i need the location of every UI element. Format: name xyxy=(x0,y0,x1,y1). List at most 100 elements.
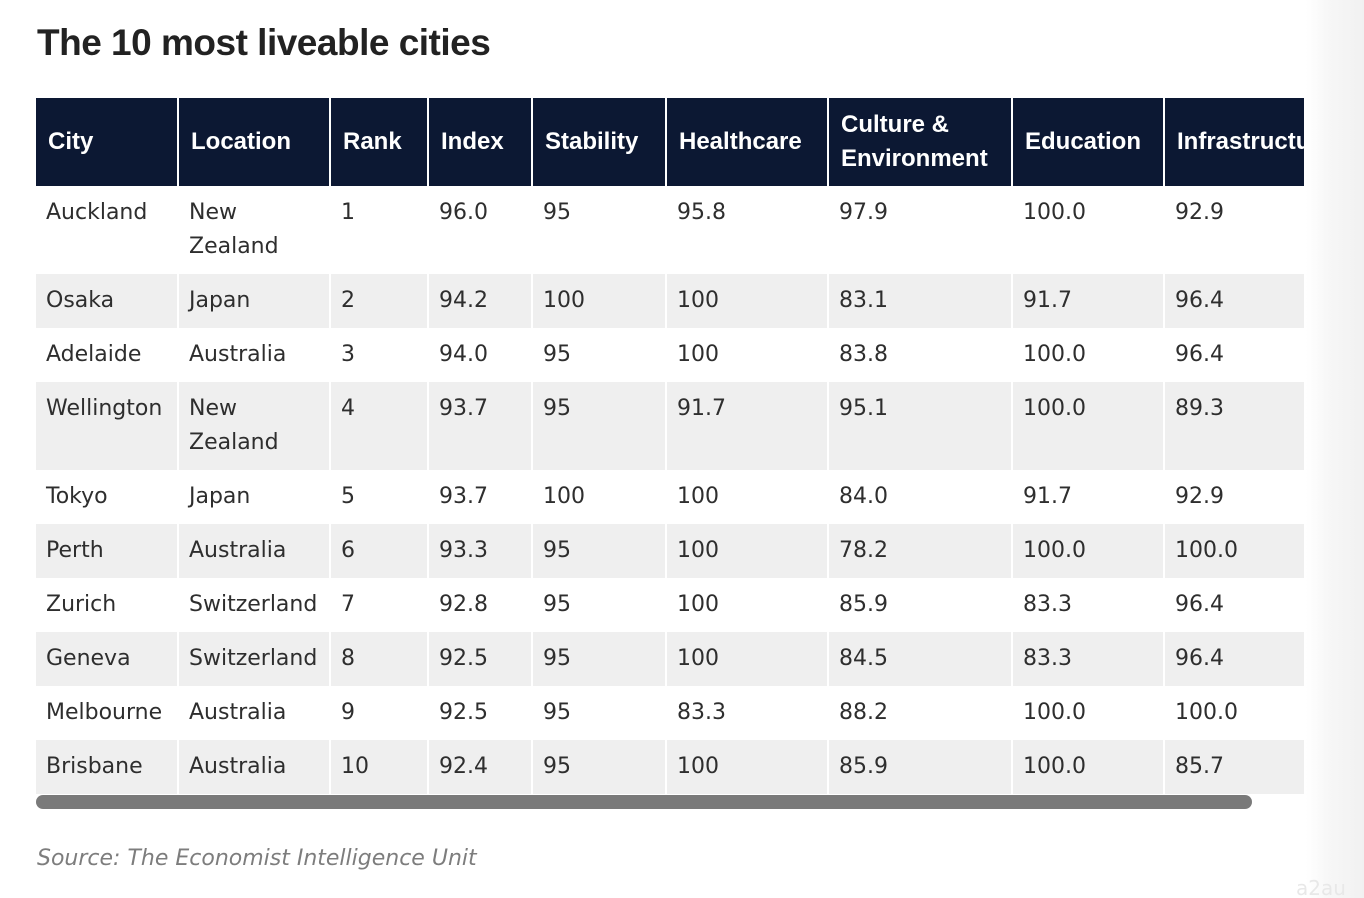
table-scroll-container[interactable]: City Location Rank Index Stability Healt… xyxy=(36,98,1304,794)
cell-healthcare: 100 xyxy=(665,470,828,524)
cell-culture-environment: 95.1 xyxy=(827,382,1012,470)
cell-city: Brisbane xyxy=(36,740,178,794)
column-header-infrastructure: Infrastructure xyxy=(1163,98,1304,186)
cell-stability: 100 xyxy=(531,274,666,328)
cell-city: Adelaide xyxy=(36,328,178,382)
cell-city: Wellington xyxy=(36,382,178,470)
cell-infrastructure: 85.7 xyxy=(1163,740,1304,794)
table-row: Geneva Switzerland 8 92.5 95 100 84.5 83.3 96.4 xyxy=(36,632,1304,686)
cell-rank: 10 xyxy=(329,740,428,794)
column-header-city: City xyxy=(36,98,178,186)
cell-location: Australia xyxy=(177,740,330,794)
cell-index: 96.0 xyxy=(427,186,532,274)
cell-location: New Zealand xyxy=(177,382,330,470)
cell-location: Japan xyxy=(177,470,330,524)
table-body: Auckland New Zealand 1 96.0 95 95.8 97.9 100.0 9… xyxy=(36,186,1304,794)
liveable-cities-table: City Location Rank Index Stability Healt… xyxy=(36,98,1304,794)
table-row: Zurich Switzerland 7 92.8 95 100 85.9 83.3 96.4 xyxy=(36,578,1304,632)
cell-education: 91.7 xyxy=(1011,470,1164,524)
cell-index: 92.5 xyxy=(427,632,532,686)
column-header-index: Index xyxy=(427,98,532,186)
cell-location: Australia xyxy=(177,524,330,578)
cell-healthcare: 95.8 xyxy=(665,186,828,274)
cell-healthcare: 83.3 xyxy=(665,686,828,740)
cell-healthcare: 100 xyxy=(665,328,828,382)
cell-culture-environment: 85.9 xyxy=(827,740,1012,794)
cell-city: Auckland xyxy=(36,186,178,274)
watermark: a2au xyxy=(1296,876,1346,898)
cell-rank: 8 xyxy=(329,632,428,686)
cell-index: 92.4 xyxy=(427,740,532,794)
cell-education: 100.0 xyxy=(1011,328,1164,382)
cell-stability: 95 xyxy=(531,632,666,686)
cell-healthcare: 100 xyxy=(665,632,828,686)
cell-index: 93.7 xyxy=(427,470,532,524)
cell-culture-environment: 78.2 xyxy=(827,524,1012,578)
cell-culture-environment: 85.9 xyxy=(827,578,1012,632)
cell-infrastructure: 96.4 xyxy=(1163,632,1304,686)
cell-culture-environment: 97.9 xyxy=(827,186,1012,274)
cell-infrastructure: 92.9 xyxy=(1163,186,1304,274)
cell-infrastructure: 96.4 xyxy=(1163,274,1304,328)
cell-location: Japan xyxy=(177,274,330,328)
cell-index: 93.7 xyxy=(427,382,532,470)
cell-healthcare: 91.7 xyxy=(665,382,828,470)
cell-rank: 5 xyxy=(329,470,428,524)
column-header-culture-environment: Culture & Environment xyxy=(827,98,1012,186)
table-row: Wellington New Zealand 4 93.7 95 91.7 95.1 100.… xyxy=(36,382,1304,470)
column-header-rank: Rank xyxy=(329,98,428,186)
page-title: The 10 most liveable cities xyxy=(37,22,491,63)
cell-culture-environment: 88.2 xyxy=(827,686,1012,740)
cell-index: 92.5 xyxy=(427,686,532,740)
cell-healthcare: 100 xyxy=(665,524,828,578)
cell-culture-environment: 84.0 xyxy=(827,470,1012,524)
cell-stability: 95 xyxy=(531,328,666,382)
table-row: Osaka Japan 2 94.2 100 100 83.1 91.7 96.4 xyxy=(36,274,1304,328)
cell-rank: 7 xyxy=(329,578,428,632)
cell-city: Melbourne xyxy=(36,686,178,740)
cell-education: 91.7 xyxy=(1011,274,1164,328)
cell-stability: 95 xyxy=(531,186,666,274)
cell-city: Perth xyxy=(36,524,178,578)
cell-city: Tokyo xyxy=(36,470,178,524)
column-header-education: Education xyxy=(1011,98,1164,186)
cell-culture-environment: 84.5 xyxy=(827,632,1012,686)
cell-location: Switzerland xyxy=(177,578,330,632)
cell-culture-environment: 83.8 xyxy=(827,328,1012,382)
cell-education: 100.0 xyxy=(1011,524,1164,578)
cell-rank: 9 xyxy=(329,686,428,740)
cell-infrastructure: 100.0 xyxy=(1163,686,1304,740)
horizontal-scrollbar-thumb[interactable] xyxy=(36,795,1252,809)
cell-healthcare: 100 xyxy=(665,274,828,328)
cell-rank: 2 xyxy=(329,274,428,328)
cell-infrastructure: 96.4 xyxy=(1163,328,1304,382)
cell-education: 100.0 xyxy=(1011,686,1164,740)
cell-education: 100.0 xyxy=(1011,382,1164,470)
table-row: Auckland New Zealand 1 96.0 95 95.8 97.9 100.0 9… xyxy=(36,186,1304,274)
cell-rank: 4 xyxy=(329,382,428,470)
cell-location: Switzerland xyxy=(177,632,330,686)
cell-index: 94.0 xyxy=(427,328,532,382)
cell-stability: 95 xyxy=(531,578,666,632)
cell-index: 93.3 xyxy=(427,524,532,578)
cell-culture-environment: 83.1 xyxy=(827,274,1012,328)
cell-rank: 3 xyxy=(329,328,428,382)
cell-location: New Zealand xyxy=(177,186,330,274)
cell-rank: 1 xyxy=(329,186,428,274)
cell-infrastructure: 100.0 xyxy=(1163,524,1304,578)
cell-stability: 95 xyxy=(531,740,666,794)
column-header-location: Location xyxy=(177,98,330,186)
cell-education: 100.0 xyxy=(1011,186,1164,274)
table-header-row: City Location Rank Index Stability Healt… xyxy=(36,98,1304,186)
cell-city: Geneva xyxy=(36,632,178,686)
cell-stability: 95 xyxy=(531,686,666,740)
cell-location: Australia xyxy=(177,328,330,382)
table-row: Tokyo Japan 5 93.7 100 100 84.0 91.7 92.9 xyxy=(36,470,1304,524)
page-edge-shade xyxy=(1306,0,1364,898)
table-row: Adelaide Australia 3 94.0 95 100 83.8 100.0 96.4 xyxy=(36,328,1304,382)
table-row: Melbourne Australia 9 92.5 95 83.3 88.2 100.0 10… xyxy=(36,686,1304,740)
cell-education: 83.3 xyxy=(1011,578,1164,632)
cell-education: 83.3 xyxy=(1011,632,1164,686)
cell-stability: 95 xyxy=(531,524,666,578)
column-header-healthcare: Healthcare xyxy=(665,98,828,186)
